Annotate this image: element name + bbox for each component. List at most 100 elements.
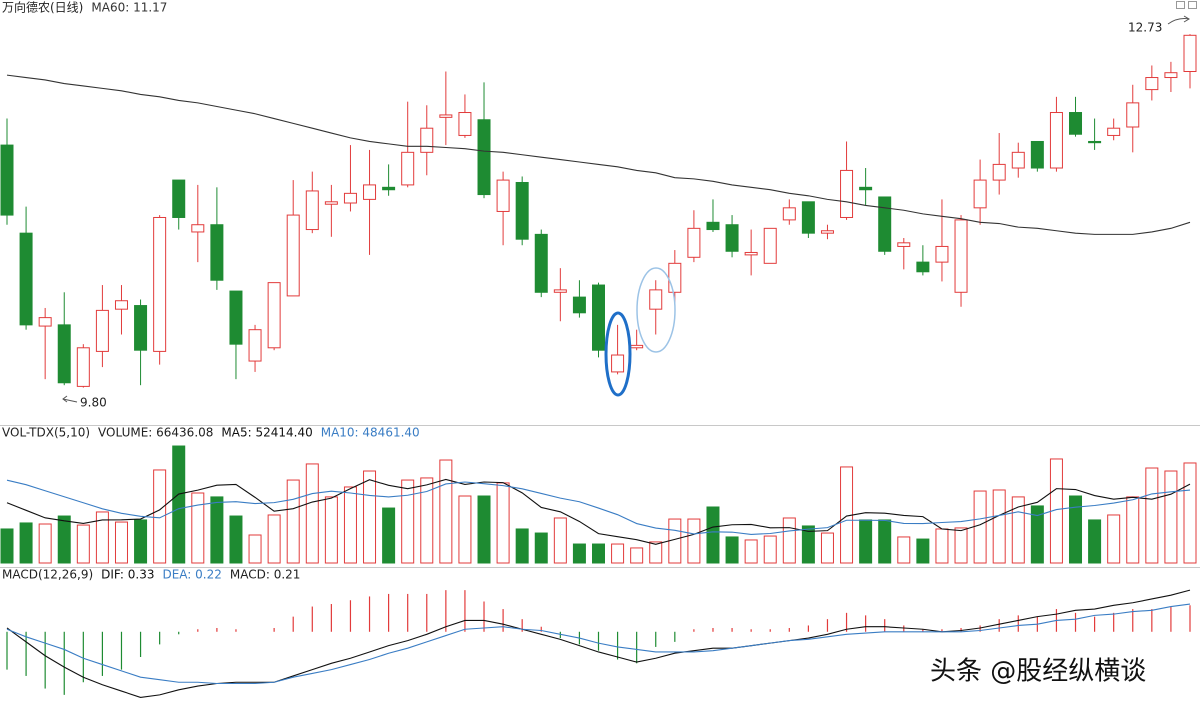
candle-body	[706, 221, 720, 231]
volume-bar	[611, 543, 625, 564]
volume-bar	[515, 528, 529, 564]
volume-bar	[859, 519, 873, 564]
volume-bar	[1088, 519, 1102, 564]
indicator-line	[6, 478, 1191, 545]
candle-body	[1183, 34, 1197, 72]
candle-body	[477, 119, 491, 196]
indicator-line	[6, 74, 1191, 235]
candle-body	[229, 290, 243, 345]
volume-bar	[343, 486, 357, 564]
candle-body	[458, 112, 472, 136]
candle-body	[1145, 77, 1159, 91]
volume-bar	[1011, 496, 1025, 564]
volume-bar	[496, 482, 510, 564]
candle-body	[1049, 112, 1063, 169]
candle-body	[916, 261, 930, 273]
candle-body	[0, 144, 14, 216]
volume-bar	[1164, 470, 1178, 564]
annotation-arrowhead	[1183, 15, 1190, 23]
volume-bar	[630, 547, 644, 564]
volume-bar	[973, 490, 987, 564]
volume-bar	[782, 517, 796, 564]
volume-bar	[649, 541, 663, 564]
candle-body	[515, 181, 529, 240]
high-annotation: 12.73	[1128, 21, 1162, 35]
candle-body	[1030, 140, 1044, 169]
indicator-line	[6, 603, 1191, 685]
annotation-arrowhead	[62, 395, 68, 403]
legend-entry: DEA: 0.22	[162, 568, 221, 582]
volume-bar	[592, 543, 605, 564]
candle-body	[649, 289, 663, 310]
volume-bar	[572, 543, 586, 564]
legend-entry: MA10: 48461.40	[321, 426, 420, 440]
candle-body	[1164, 72, 1178, 79]
legend-entry: MA5: 52414.40	[221, 426, 312, 440]
candle-body	[134, 305, 148, 351]
volume-bar	[801, 525, 815, 564]
volume-bar	[1183, 462, 1197, 564]
candle-body	[172, 179, 186, 218]
candle-body	[153, 216, 167, 352]
volume-bar	[114, 521, 128, 564]
legend-entry: MACD: 0.21	[230, 568, 301, 582]
candle-body	[897, 242, 911, 247]
low-annotation: 9.80	[80, 396, 107, 410]
candle-body	[611, 354, 625, 373]
candle-body	[114, 300, 128, 310]
volume-bar	[401, 479, 415, 564]
window-icon[interactable]	[1188, 1, 1197, 9]
watermark: 头条 @股经纵横谈	[930, 657, 1146, 687]
panel-title: 万向德农(日线)	[2, 0, 83, 15]
candle-body	[744, 251, 758, 256]
candle-body	[1069, 112, 1083, 135]
candle-body	[668, 262, 682, 293]
volume-bar	[382, 507, 396, 564]
candle-body	[534, 233, 548, 293]
volume-bar	[191, 492, 205, 564]
candle-body	[935, 245, 949, 263]
candle-body	[878, 196, 892, 252]
candle-body	[267, 282, 281, 349]
candle-body	[763, 227, 777, 264]
volume-bar	[820, 532, 834, 564]
panel-title: VOL-TDX(5,10)	[2, 426, 90, 440]
volume-bar	[324, 496, 338, 564]
candle-body	[343, 192, 357, 204]
volume-bar	[439, 459, 453, 564]
candle-body	[382, 186, 396, 191]
candle-body	[840, 169, 854, 218]
volume-bar	[305, 463, 319, 564]
volume-bar	[76, 524, 90, 564]
candle-body	[954, 219, 968, 293]
volume-bar	[210, 496, 224, 564]
volume-bar	[95, 511, 109, 564]
candle-body	[76, 347, 90, 387]
candle-body	[687, 227, 701, 258]
candle-body	[19, 232, 33, 326]
legend-entry: VOLUME: 66436.08	[98, 426, 213, 440]
plot-area	[0, 34, 1197, 698]
candle-body	[496, 179, 510, 212]
candle-body	[95, 309, 109, 352]
volume-bar	[1069, 495, 1083, 564]
volume-bar	[992, 489, 1006, 564]
volume-bar	[363, 470, 377, 564]
candle-body	[38, 317, 52, 327]
volume-bar	[248, 534, 262, 564]
volume-bar	[1107, 514, 1121, 564]
volume-bar	[1030, 505, 1044, 564]
candle-body	[1088, 140, 1102, 144]
indicator-line	[6, 589, 1191, 698]
volume-bar	[19, 522, 33, 564]
window-icon[interactable]	[1176, 1, 1185, 9]
volume-bar	[172, 445, 186, 564]
volume-bar	[534, 532, 548, 564]
candle-body	[992, 163, 1006, 181]
candle-body	[420, 127, 434, 153]
candle-body	[572, 296, 586, 314]
volume-bar	[0, 528, 14, 564]
panel-title: MACD(12,26,9)	[2, 568, 93, 582]
candle-body	[324, 201, 338, 205]
